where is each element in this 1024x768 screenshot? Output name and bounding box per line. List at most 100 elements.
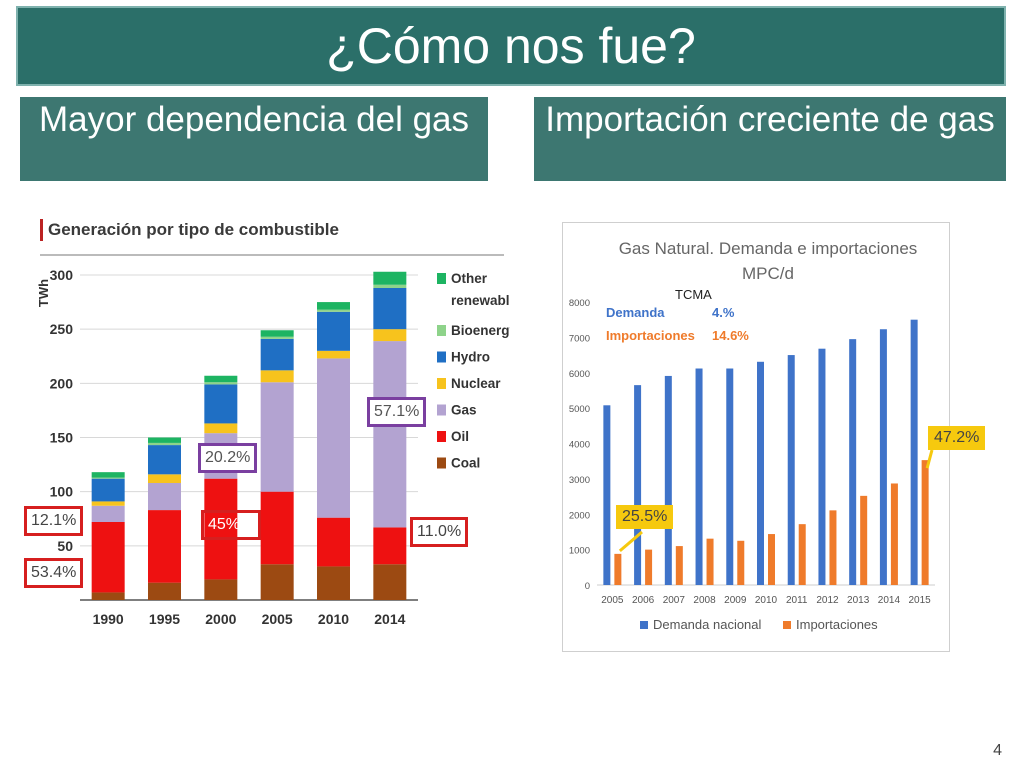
x-tick-label-2005: 2005: [262, 611, 293, 627]
bar-coal-2010: [317, 566, 350, 600]
x-tick-label-2005: 2005: [601, 595, 624, 606]
x-tick-label-1995: 1995: [149, 611, 180, 627]
legend-swatch-demanda: [640, 621, 648, 629]
gas-demand-imports-chart: Gas Natural. Demanda e importaciones MPC/…: [569, 239, 935, 632]
x-tick-label-2000: 2000: [205, 611, 236, 627]
legend-swatch-importaciones: [783, 621, 791, 629]
y-tick-label-6000: 6000: [569, 369, 590, 380]
page-number: 4: [993, 742, 1002, 759]
legend-label-coal: Coal: [451, 456, 480, 471]
y-tick-label-150: 150: [50, 430, 74, 446]
bar-nuclear-1990: [91, 501, 125, 506]
bar-demanda-2014: [879, 329, 887, 585]
tcma-name-importaciones: Importaciones: [606, 328, 695, 343]
bar-demanda-2013: [849, 339, 857, 585]
arrow-imports-2015: [925, 449, 934, 469]
tcma-label: TCMA: [675, 287, 712, 302]
left-chart-rule: [40, 254, 504, 256]
bar-hydro-1990: [91, 478, 125, 502]
bar-importaciones-2011: [798, 524, 806, 585]
left-heading: Mayor dependencia del gas: [20, 97, 488, 181]
legend-label-nuclear: Nuclear: [451, 376, 501, 391]
legend-label-other-renewables: renewables: [451, 293, 510, 308]
chart-title: Gas Natural. Demanda e importaciones: [619, 239, 918, 258]
chart-subtitle: MPC/d: [742, 264, 794, 283]
bar-importaciones-2008: [706, 538, 714, 585]
bar-bioenergy-2005: [260, 336, 294, 339]
bar-demanda-2010: [757, 361, 764, 585]
bar-importaciones-2014: [890, 483, 898, 585]
y-tick-label-200: 200: [50, 375, 74, 391]
y-tick-label-4000: 4000: [569, 440, 590, 451]
bar-hydro-1995: [148, 445, 181, 475]
callout-gas-2014: 57.1%: [367, 397, 427, 427]
callout-imports-2005: 25.5%: [616, 505, 674, 529]
left-chart-caption: Generación por tipo de combustible: [40, 219, 339, 241]
bar-gas-1995: [148, 483, 181, 511]
bar-importaciones-2015: [921, 460, 929, 585]
bar-oil-2005: [260, 491, 294, 565]
bar-oil-1990: [91, 522, 125, 593]
bar-demanda-2005: [603, 405, 611, 585]
bar-hydro-2014: [373, 288, 407, 330]
legend-swatch-hydro: [437, 351, 446, 363]
slide-title: ¿Cómo nos fue?: [16, 6, 1006, 86]
legend-swatch-other-renewables: [437, 273, 446, 284]
legend-label-gas: Gas: [451, 403, 477, 418]
bar-coal-2005: [260, 564, 294, 600]
bar-gas-2010: [317, 358, 350, 518]
legend-swatch-oil: [437, 431, 446, 442]
y-tick-label-3000: 3000: [569, 475, 590, 486]
callout-gas-1990: 12.1%: [24, 506, 84, 536]
bar-bioenergy-2010: [317, 309, 350, 312]
bar-importaciones-2012: [829, 510, 837, 585]
bar-oil-2010: [317, 517, 350, 567]
bar-coal-2000: [204, 579, 238, 600]
bar-bioenergy-1995: [148, 442, 181, 446]
bar-other-renewables-2014: [373, 271, 407, 285]
bar-coal-1990: [91, 592, 125, 600]
callout-gas-2000: 20.2%: [198, 443, 258, 473]
tcma-value-importaciones: 14.6%: [712, 328, 749, 343]
bar-importaciones-2010: [768, 534, 775, 585]
callout-oil-2014: 11.0%: [410, 517, 469, 547]
x-tick-label-1990: 1990: [93, 611, 124, 627]
bar-coal-2014: [373, 564, 407, 600]
x-tick-label-2010: 2010: [755, 595, 778, 606]
legend-swatch-nuclear: [437, 378, 446, 389]
bar-bioenergy-2014: [373, 284, 407, 288]
bar-demanda-2012: [818, 348, 826, 585]
bar-bioenergy-1990: [91, 477, 125, 479]
bar-demanda-2008: [695, 368, 703, 585]
bar-nuclear-2010: [317, 350, 350, 359]
y-tick-label-300: 300: [50, 267, 74, 283]
bar-bioenergy-2000: [204, 382, 238, 385]
x-tick-label-2014: 2014: [374, 611, 405, 627]
y-tick-label-2000: 2000: [569, 510, 590, 521]
legend-label-other-renewables: Other: [451, 271, 488, 286]
x-tick-label-2014: 2014: [878, 595, 901, 606]
y-tick-label-5000: 5000: [569, 404, 590, 415]
right-heading: Importación creciente de gas: [534, 97, 1006, 181]
bar-demanda-2009: [726, 368, 734, 585]
bar-other-renewables-2005: [260, 330, 294, 337]
x-tick-label-2010: 2010: [318, 611, 349, 627]
y-tick-label-1000: 1000: [569, 546, 590, 557]
arrow-imports-2005: [618, 530, 643, 553]
x-tick-label-2011: 2011: [786, 595, 808, 606]
x-tick-label-2008: 2008: [693, 595, 716, 606]
bar-oil-2014: [373, 527, 407, 565]
x-tick-label-2015: 2015: [909, 595, 932, 606]
x-tick-label-2009: 2009: [724, 595, 747, 606]
bar-other-renewables-1990: [91, 472, 125, 478]
legend-label-importaciones: Importaciones: [796, 617, 878, 632]
bar-nuclear-2000: [204, 423, 238, 434]
bar-oil-2000: [204, 478, 238, 580]
bar-gas-2014: [373, 341, 407, 528]
bar-importaciones-2006: [645, 549, 653, 585]
legend-label-demanda: Demanda nacional: [653, 617, 762, 632]
y-tick-label-250: 250: [50, 321, 74, 337]
bar-importaciones-2013: [860, 495, 868, 585]
bar-demanda-2015: [910, 319, 918, 585]
callout-oil-2000: 45%: [201, 510, 261, 540]
